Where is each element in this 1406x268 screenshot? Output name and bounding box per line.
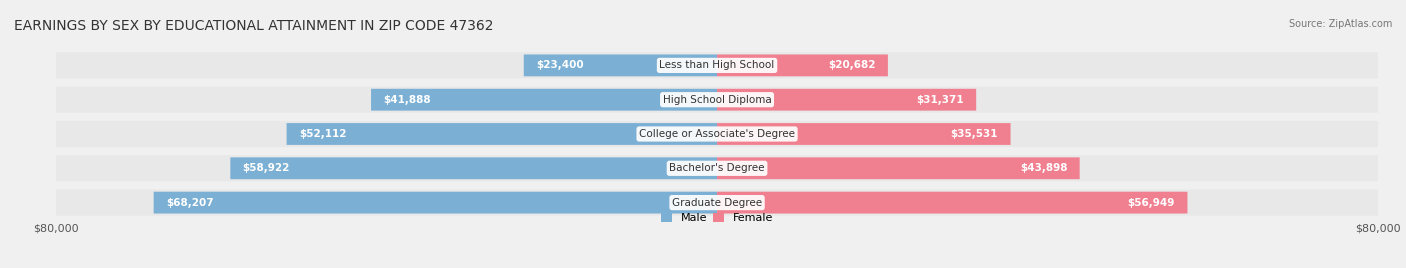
Text: $43,898: $43,898 xyxy=(1019,163,1067,173)
FancyBboxPatch shape xyxy=(524,54,717,76)
FancyBboxPatch shape xyxy=(231,157,717,179)
Text: College or Associate's Degree: College or Associate's Degree xyxy=(640,129,794,139)
Text: $31,371: $31,371 xyxy=(917,95,963,105)
Text: High School Diploma: High School Diploma xyxy=(662,95,772,105)
FancyBboxPatch shape xyxy=(717,54,889,76)
FancyBboxPatch shape xyxy=(153,192,717,214)
Text: Less than High School: Less than High School xyxy=(659,60,775,70)
FancyBboxPatch shape xyxy=(717,157,1080,179)
FancyBboxPatch shape xyxy=(287,123,717,145)
Text: Source: ZipAtlas.com: Source: ZipAtlas.com xyxy=(1288,19,1392,29)
Text: $41,888: $41,888 xyxy=(384,95,432,105)
FancyBboxPatch shape xyxy=(56,121,1378,147)
Text: $20,682: $20,682 xyxy=(828,60,876,70)
Text: $56,949: $56,949 xyxy=(1128,198,1175,208)
Text: Bachelor's Degree: Bachelor's Degree xyxy=(669,163,765,173)
FancyBboxPatch shape xyxy=(56,155,1378,181)
FancyBboxPatch shape xyxy=(56,189,1378,216)
Text: $35,531: $35,531 xyxy=(950,129,998,139)
Text: Graduate Degree: Graduate Degree xyxy=(672,198,762,208)
Text: $58,922: $58,922 xyxy=(243,163,290,173)
Legend: Male, Female: Male, Female xyxy=(657,209,778,228)
FancyBboxPatch shape xyxy=(371,89,717,111)
Text: $23,400: $23,400 xyxy=(536,60,583,70)
FancyBboxPatch shape xyxy=(717,89,976,111)
Text: EARNINGS BY SEX BY EDUCATIONAL ATTAINMENT IN ZIP CODE 47362: EARNINGS BY SEX BY EDUCATIONAL ATTAINMEN… xyxy=(14,19,494,33)
FancyBboxPatch shape xyxy=(717,123,1011,145)
Text: $52,112: $52,112 xyxy=(299,129,346,139)
FancyBboxPatch shape xyxy=(56,87,1378,113)
Text: $68,207: $68,207 xyxy=(166,198,214,208)
FancyBboxPatch shape xyxy=(717,192,1188,214)
FancyBboxPatch shape xyxy=(56,52,1378,79)
